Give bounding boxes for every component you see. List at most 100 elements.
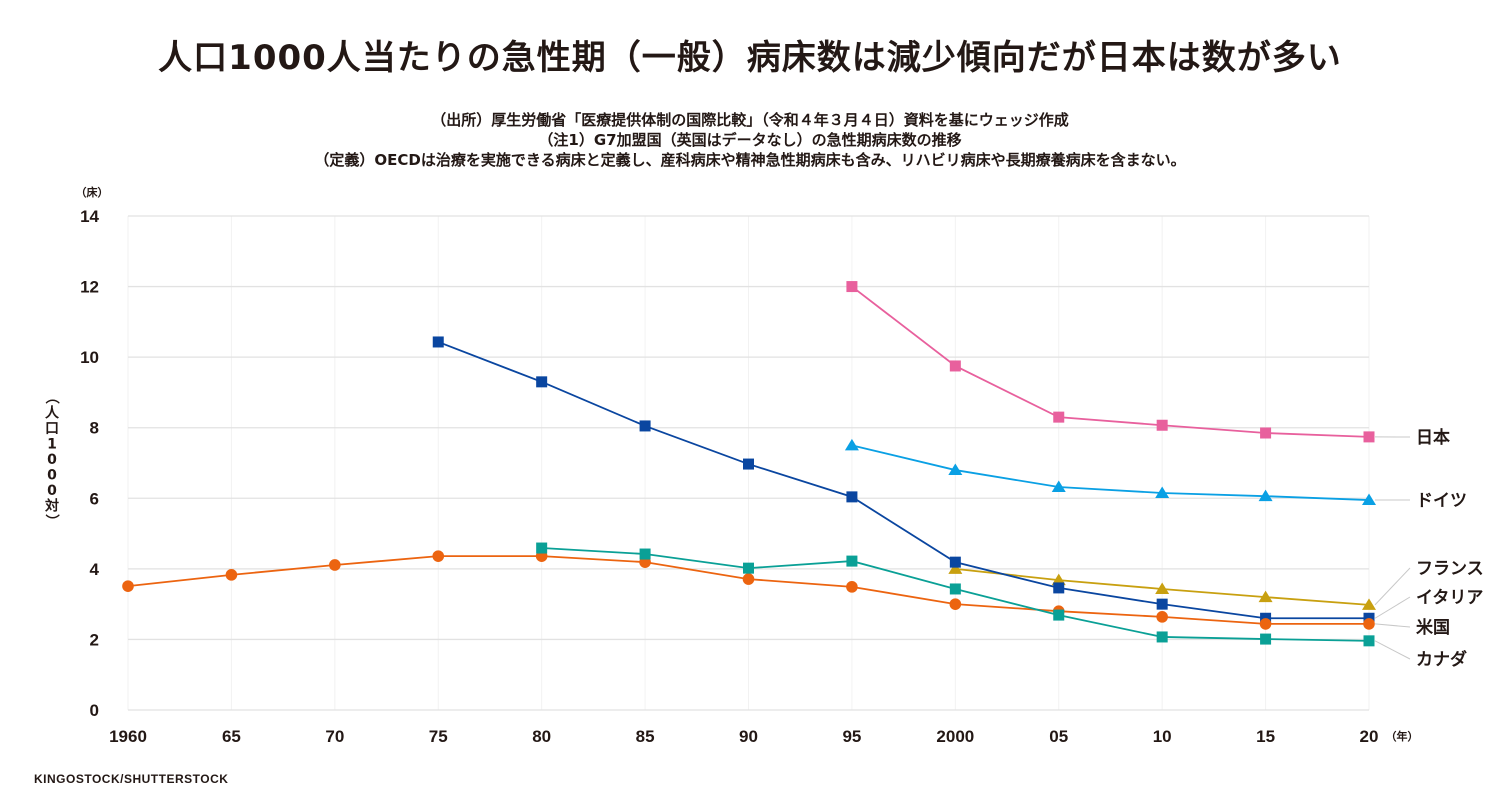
data-point-circle (225, 569, 238, 581)
series-ドイツ (844, 438, 1376, 506)
x-tick-label: 90 (739, 727, 758, 746)
data-point-circle (432, 550, 445, 562)
data-point-square (846, 555, 858, 567)
data-point-triangle (1362, 493, 1376, 506)
data-point-square (846, 491, 858, 503)
data-point-square (1053, 582, 1065, 594)
footnote-1: （注1）G7加盟国（英国はデータなし）の急性期病床数の推移 (538, 131, 962, 149)
leader-line (1374, 623, 1411, 628)
chart-notes: （出所）厚生労働省「医療提供体制の国際比較」（令和４年３月４日）資料を基にウェッ… (0, 110, 1500, 170)
x-tick-label: 80 (532, 727, 551, 746)
legend-label: フランス (1416, 559, 1484, 579)
photo-credit: KINGOSTOCK/SHUTTERSTOCK (34, 772, 229, 786)
legend-label: イタリア (1416, 588, 1483, 608)
x-tick-label: 70 (325, 727, 344, 746)
y-title-char: 対 (44, 498, 59, 515)
data-point-square (432, 336, 444, 348)
data-point-circle (122, 580, 134, 592)
x-tick-label: 1960 (109, 727, 147, 746)
data-point-circle (1259, 618, 1272, 630)
data-point-triangle (1051, 480, 1066, 492)
data-point-square (639, 548, 651, 560)
y-tick-label: 12 (80, 278, 99, 297)
y-title-char: 0 (47, 483, 57, 499)
x-tick-label: 20 (1360, 727, 1379, 746)
y-tick-label: 0 (90, 701, 99, 720)
data-point-triangle (844, 438, 859, 451)
data-point-square (1156, 419, 1168, 431)
y-title-char: 口 (45, 421, 59, 437)
series-フランス (948, 562, 1376, 610)
data-point-square (1260, 427, 1272, 439)
y-tick-label: 4 (90, 560, 100, 579)
data-point-square (949, 360, 961, 372)
x-tick-label: 10 (1153, 727, 1172, 746)
data-point-square (536, 542, 548, 554)
source-note: （出所）厚生労働省「医療提供体制の国際比較」（令和４年３月４日）資料を基にウェッ… (431, 111, 1069, 129)
y-title-char: 0 (47, 452, 57, 468)
y-tick-label: 6 (90, 489, 99, 508)
series-group (122, 281, 1376, 647)
data-point-circle (1363, 618, 1375, 630)
series-line (437, 341, 1369, 620)
definition-note: （定義）OECDは治療を実施できる病床と定義し、産科病床や精神急性期病床も含み、… (314, 151, 1186, 169)
data-point-triangle (948, 463, 963, 476)
series-line (851, 285, 1370, 438)
leader-line (1374, 567, 1411, 606)
x-unit-label: （年） (1386, 729, 1419, 743)
data-point-square (743, 458, 754, 470)
data-point-triangle (1362, 598, 1376, 610)
x-tick-label: 75 (429, 727, 448, 746)
series-日本 (846, 281, 1375, 443)
data-point-square (743, 562, 754, 574)
data-point-square (1363, 635, 1375, 647)
y-tick-label: 10 (80, 348, 99, 367)
x-tick-label: 15 (1256, 727, 1275, 746)
data-point-square (949, 556, 961, 568)
data-point-triangle (1258, 489, 1273, 502)
data-point-triangle (1051, 573, 1066, 586)
data-point-square (536, 376, 548, 388)
y-tick-label: 2 (90, 630, 99, 649)
x-axis: 1960 65 70 75 80 85 90 95 2000 05 10 15 20 (109, 727, 1378, 746)
data-point-circle (742, 573, 755, 585)
leader-line (1374, 640, 1411, 660)
data-point-square (949, 583, 961, 595)
data-point-square (1156, 598, 1168, 610)
legend-label: 日本 (1416, 427, 1450, 448)
y-axis: 0 2 4 6 8 10 12 14 (80, 207, 99, 720)
legend-label: カナダ (1416, 649, 1467, 670)
y-title-char: 0 (47, 468, 57, 484)
data-point-circle (949, 598, 962, 610)
series-カナダ (536, 542, 1375, 647)
y-title-char: 人 (45, 405, 60, 422)
data-point-triangle (1155, 486, 1170, 498)
data-point-circle (1156, 611, 1168, 623)
data-point-square (1053, 411, 1065, 423)
data-point-square (1053, 609, 1065, 621)
data-point-square (1156, 631, 1168, 643)
x-tick-label: 95 (842, 727, 861, 746)
data-point-triangle (1258, 590, 1273, 603)
x-tick-label: 2000 (936, 727, 974, 746)
data-point-triangle (948, 562, 963, 574)
data-point-square (639, 420, 651, 432)
data-point-circle (329, 559, 341, 571)
leader-line (1374, 596, 1411, 619)
series-イタリア (432, 336, 1375, 624)
chart-title: 人口1000人当たりの急性期（一般）病床数は減少傾向だが日本は数が多い (158, 38, 1342, 78)
y-title-char: 1 (47, 437, 57, 453)
x-tick-label: 05 (1049, 727, 1068, 746)
data-point-square (1363, 431, 1375, 443)
data-point-square (1260, 633, 1272, 645)
series-line (851, 444, 1370, 501)
data-point-triangle (1155, 582, 1170, 594)
legend-leaders (1374, 436, 1411, 660)
x-tick-label: 65 (222, 727, 241, 746)
legend-label: ドイツ (1416, 491, 1467, 511)
y-tick-label: 8 (90, 419, 99, 438)
y-title-char: （ (43, 390, 59, 404)
